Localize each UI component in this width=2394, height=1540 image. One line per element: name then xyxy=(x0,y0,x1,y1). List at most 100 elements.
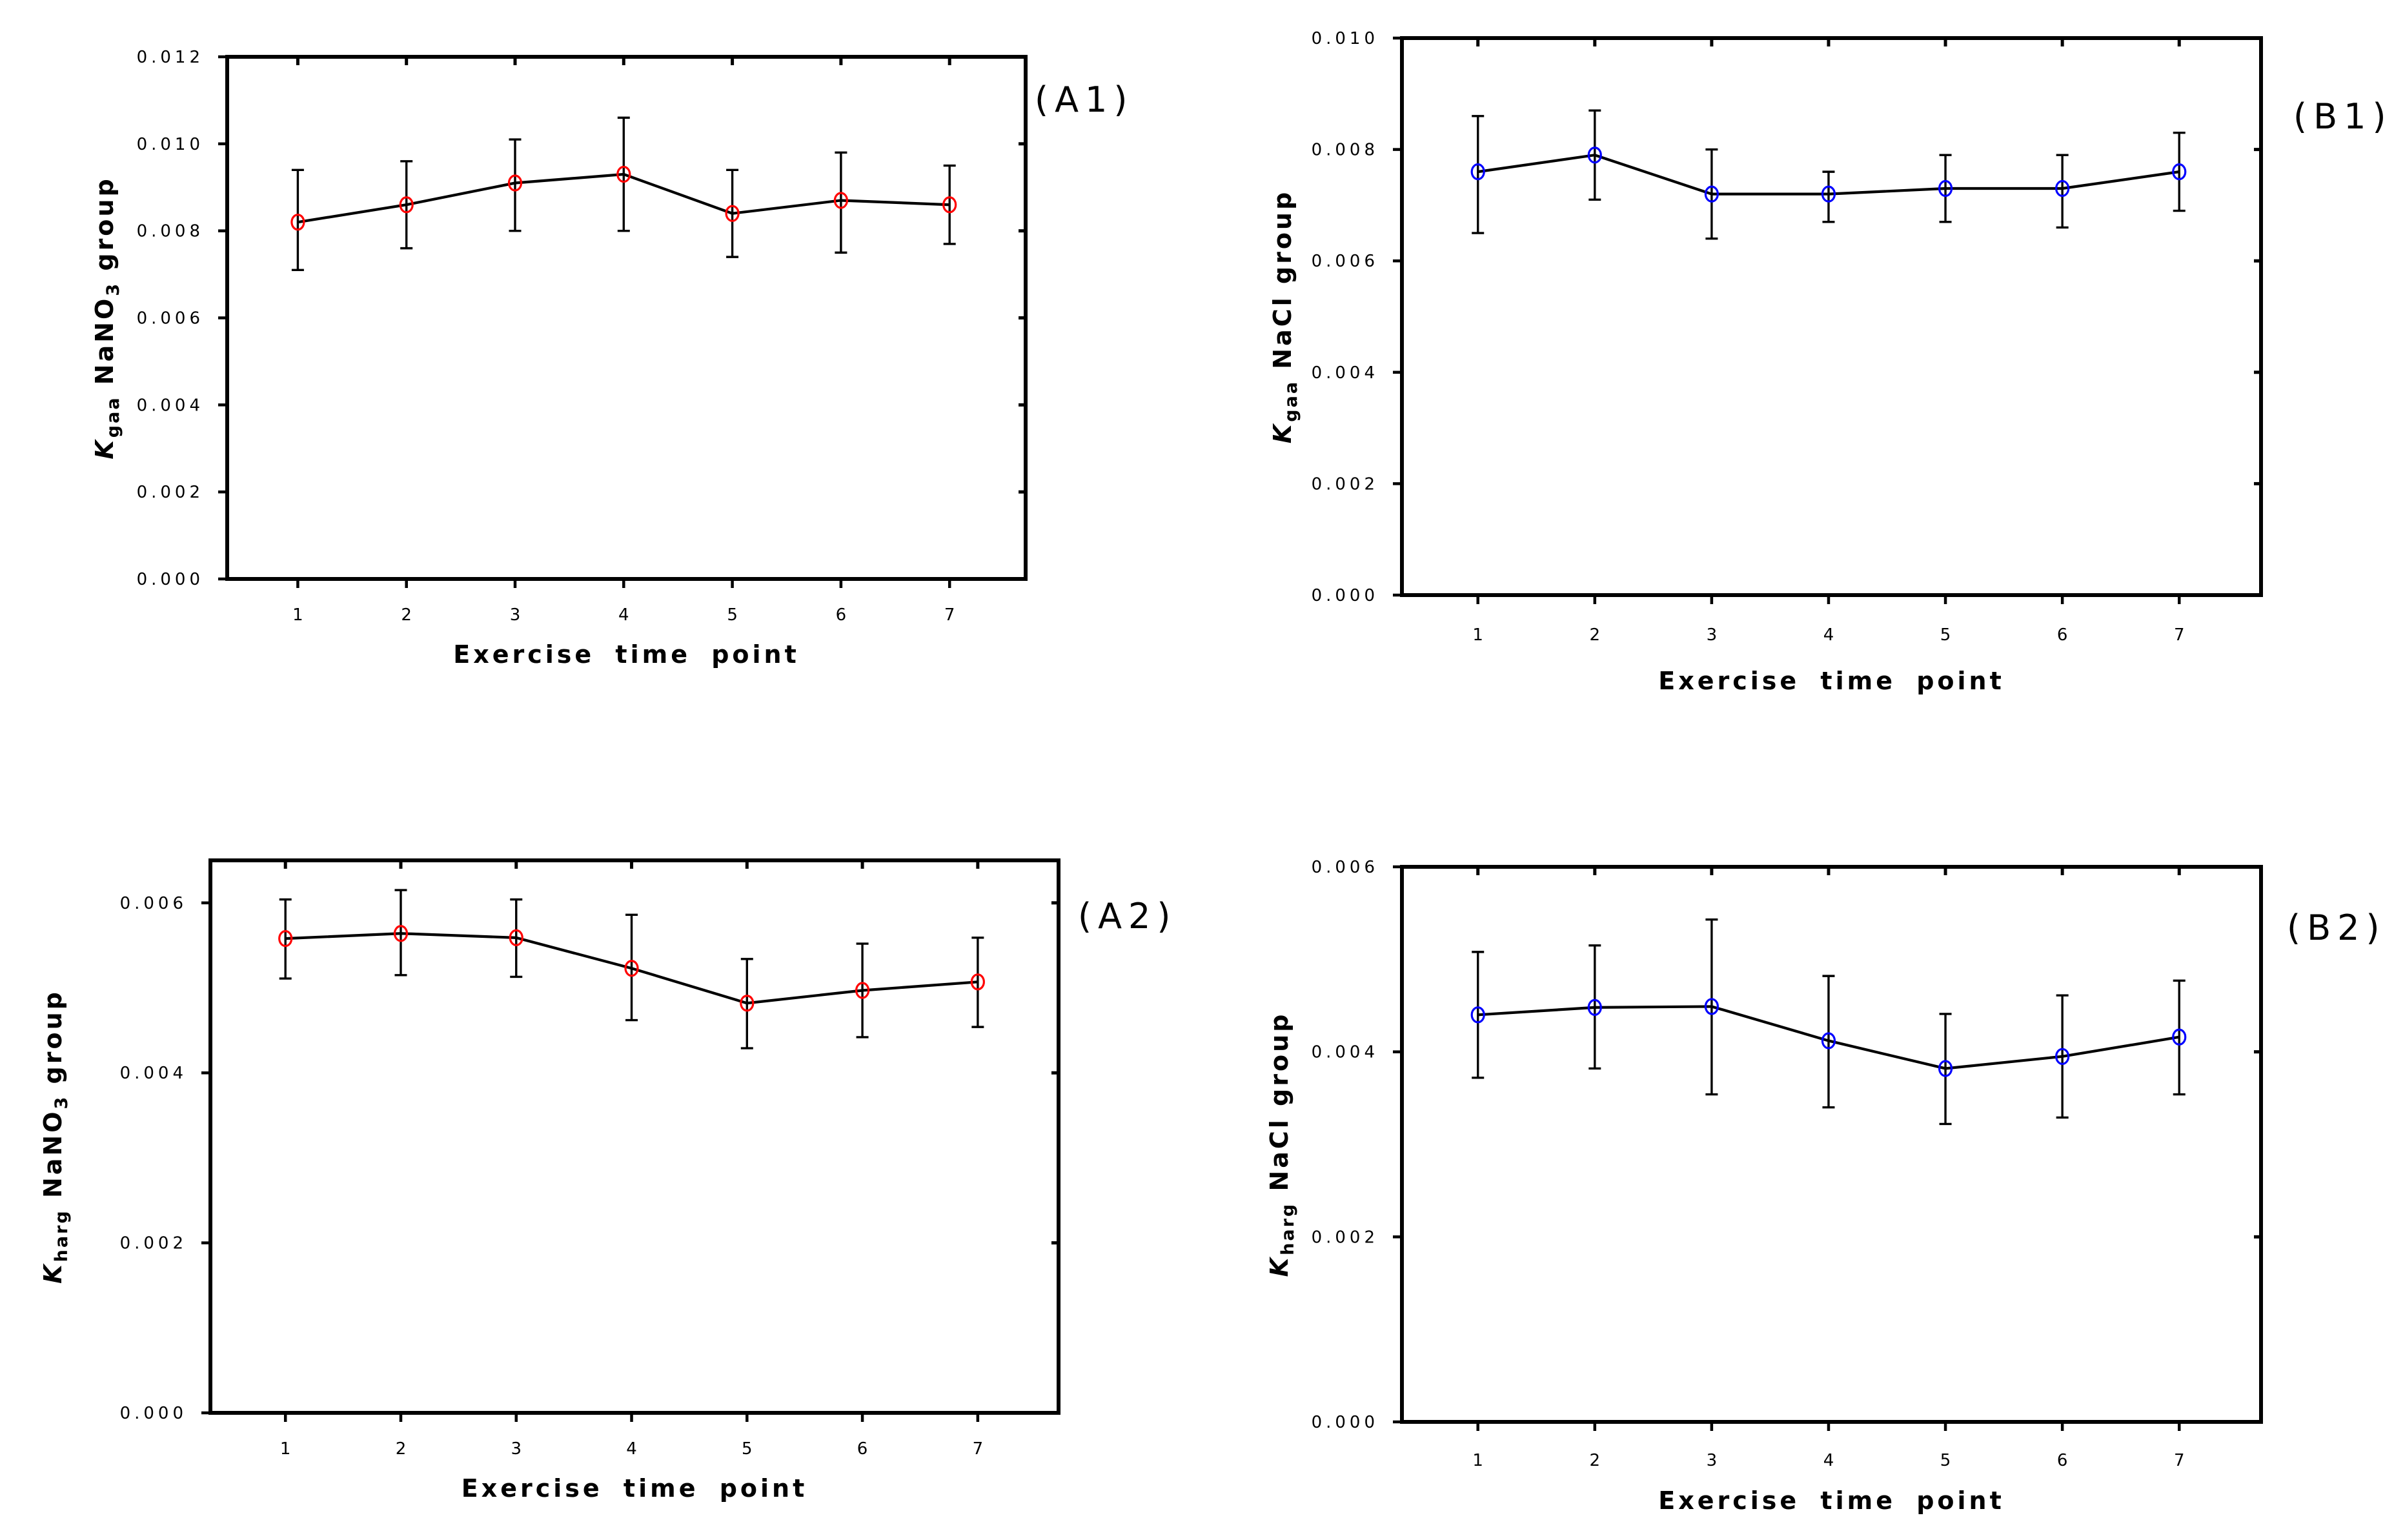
x-tick-label: 5 xyxy=(1940,625,1951,645)
plot-box xyxy=(208,858,1060,1415)
x-tick-label: 7 xyxy=(973,1439,984,1459)
y-axis-title: Kgaa NaNO3 group xyxy=(90,176,123,459)
y-tick-label: 0.004 xyxy=(137,396,204,415)
data-point-marker xyxy=(740,995,755,1012)
x-tick-label: 4 xyxy=(618,605,629,625)
y-tick-label: 0.000 xyxy=(137,570,204,589)
y-tick-label: 0.006 xyxy=(120,894,187,913)
data-point-marker xyxy=(1821,185,1836,203)
data-line xyxy=(285,932,979,1005)
y-tick-label: 0.002 xyxy=(120,1234,187,1253)
panel-b1-chart: 0.000 0.002 0.004 0.006 0.008 0.010 1 2 3 4 5 6 7 Exe… xyxy=(1268,29,2393,695)
data-point-marker xyxy=(1587,147,1602,164)
y-tick-label: 0.004 xyxy=(120,1064,187,1083)
x-tick-label: 3 xyxy=(1707,1451,1718,1470)
x-axis-title: Exercise time point xyxy=(1658,1486,2005,1515)
data-point-marker xyxy=(1470,1006,1485,1024)
data-point-marker xyxy=(725,205,740,222)
x-tick-label: 7 xyxy=(2174,625,2185,645)
x-tick-label: 5 xyxy=(727,605,738,625)
data-point-marker xyxy=(2172,163,2187,181)
data-point-marker xyxy=(2055,179,2070,198)
x-tick-label: 1 xyxy=(1472,1451,1483,1470)
data-point-marker xyxy=(393,925,409,942)
plot-box xyxy=(225,55,1028,581)
data-point-marker xyxy=(509,929,523,946)
data-point-marker xyxy=(855,982,870,999)
x-tick-label: 6 xyxy=(2057,1451,2068,1470)
x-tick-label: 4 xyxy=(1823,625,1834,645)
y-axis-title: Kgaa NaCl group xyxy=(1268,190,1301,443)
data-line xyxy=(1477,1005,2180,1070)
y-tick-label: 0.006 xyxy=(1312,858,1379,877)
y-tick-label: 0.010 xyxy=(1312,29,1379,48)
y-tick-label: 0.000 xyxy=(1312,586,1379,605)
y-tick-label: 0.000 xyxy=(120,1404,187,1423)
x-tick-label: 3 xyxy=(1707,625,1718,645)
data-point-marker xyxy=(833,192,848,209)
x-tick-label: 3 xyxy=(510,605,521,625)
y-tick-label: 0.004 xyxy=(1312,363,1379,383)
data-point-marker xyxy=(1938,179,1953,198)
y-tick-label: 0.008 xyxy=(137,222,204,241)
panel-a1-chart: 0.000 0.002 0.004 0.006 0.008 0.010 0.012 1 2 3 4 5… xyxy=(90,48,1133,669)
y-axis-title: Kharg NaCl group xyxy=(1265,1012,1298,1277)
panel-corner-label: (A2) xyxy=(1078,896,1177,937)
x-tick-label: 5 xyxy=(742,1439,753,1459)
x-tick-label: 4 xyxy=(1823,1451,1834,1470)
x-tick-label: 7 xyxy=(944,605,955,625)
data-point-marker xyxy=(1821,1032,1836,1049)
data-point-marker xyxy=(942,196,957,214)
y-tick-label: 0.006 xyxy=(1312,252,1379,271)
data-point-marker xyxy=(2172,1028,2187,1046)
panel-b2-chart: 0.000 0.002 0.004 0.006 1 2 3 4 5 6 7 Exercise time… xyxy=(1265,858,2386,1515)
y-tick-label: 0.010 xyxy=(137,135,204,154)
plot-box xyxy=(1400,865,2263,1424)
data-point-marker xyxy=(1704,998,1719,1015)
y-tick-label: 0.012 xyxy=(137,48,204,67)
y-tick-label: 0.000 xyxy=(1312,1413,1379,1432)
plot-box xyxy=(1400,36,2263,597)
y-tick-label: 0.002 xyxy=(137,483,204,502)
panel-corner-label: (B2) xyxy=(2287,907,2386,948)
x-axis-title: Exercise time point xyxy=(1658,667,2005,695)
data-point-marker xyxy=(507,174,523,192)
y-axis-title: Kharg NaNO3 group xyxy=(39,989,72,1284)
panel-corner-label: (A1) xyxy=(1035,79,1133,120)
panel-corner-label: (B1) xyxy=(2293,96,2393,137)
x-tick-label: 3 xyxy=(511,1439,522,1459)
data-line xyxy=(1477,154,2180,196)
x-tick-label: 2 xyxy=(401,605,412,625)
y-tick-label: 0.008 xyxy=(1312,141,1379,160)
x-tick-label: 2 xyxy=(396,1439,407,1459)
data-point-marker xyxy=(1587,998,1602,1016)
data-point-marker xyxy=(624,960,639,977)
data-point-marker xyxy=(278,930,293,947)
x-tick-label: 2 xyxy=(1590,1451,1601,1470)
x-axis-title: Exercise time point xyxy=(462,1474,808,1503)
x-tick-label: 7 xyxy=(2174,1451,2185,1470)
x-tick-label: 4 xyxy=(626,1439,637,1459)
data-point-marker xyxy=(1704,185,1719,203)
data-point-marker xyxy=(2055,1048,2070,1065)
x-tick-label: 1 xyxy=(280,1439,291,1459)
data-point-marker xyxy=(616,165,631,183)
y-tick-label: 0.006 xyxy=(137,309,204,329)
data-point-marker xyxy=(290,214,305,231)
x-tick-label: 1 xyxy=(1472,625,1483,645)
x-tick-label: 6 xyxy=(857,1439,868,1459)
panel-a2-chart: 0.000 0.002 0.004 0.006 1 2 3 4 5 6 7 Exercise time… xyxy=(39,858,1177,1503)
data-point-marker xyxy=(1938,1060,1953,1077)
x-tick-label: 6 xyxy=(2057,625,2068,645)
y-tick-label: 0.004 xyxy=(1312,1043,1379,1062)
y-tick-label: 0.002 xyxy=(1312,474,1379,494)
x-tick-label: 6 xyxy=(836,605,847,625)
data-point-marker xyxy=(1470,163,1485,181)
x-tick-label: 5 xyxy=(1940,1451,1951,1470)
x-tick-label: 2 xyxy=(1590,625,1601,645)
data-point-marker xyxy=(399,196,414,214)
x-tick-label: 1 xyxy=(292,605,303,625)
data-point-marker xyxy=(970,973,985,991)
y-tick-label: 0.002 xyxy=(1312,1228,1379,1247)
